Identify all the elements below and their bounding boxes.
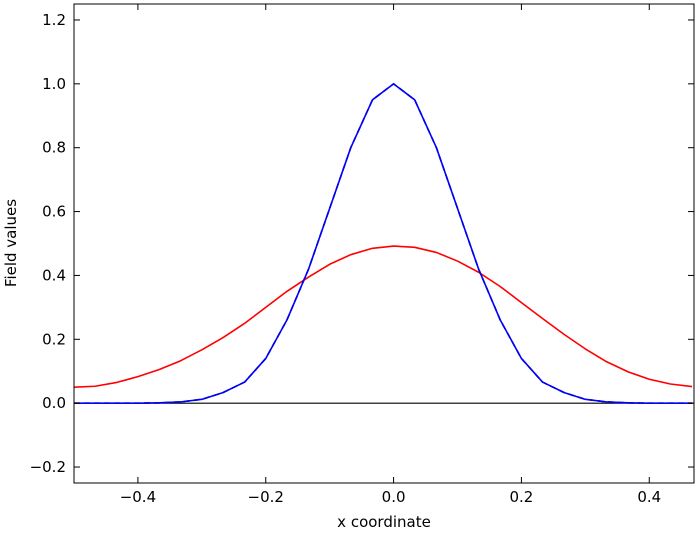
x-tick-label: −0.2 xyxy=(248,488,284,506)
y-tick-label: 0.2 xyxy=(42,330,66,348)
y-tick-label: −0.2 xyxy=(30,458,66,476)
y-tick-label: 1.0 xyxy=(42,75,66,93)
y-axis-title: Field values xyxy=(2,199,20,287)
y-tick-label: 0.0 xyxy=(42,394,66,412)
x-axis-title: x coordinate xyxy=(337,513,431,531)
y-tick-label: 0.4 xyxy=(42,266,66,284)
plot-frame xyxy=(73,3,695,484)
series-line-3 xyxy=(74,83,693,404)
x-tick-label: 0.0 xyxy=(382,488,406,506)
plot-area xyxy=(74,4,694,483)
y-tick-label: 0.6 xyxy=(42,203,66,221)
x-tick-label: 0.2 xyxy=(509,488,533,506)
y-tick-label: 0.8 xyxy=(42,139,66,157)
x-tick-label: 0.4 xyxy=(637,488,661,506)
x-tick-label: −0.4 xyxy=(120,488,156,506)
y-tick-label: 1.2 xyxy=(42,11,66,29)
series-line-1 xyxy=(74,245,693,388)
